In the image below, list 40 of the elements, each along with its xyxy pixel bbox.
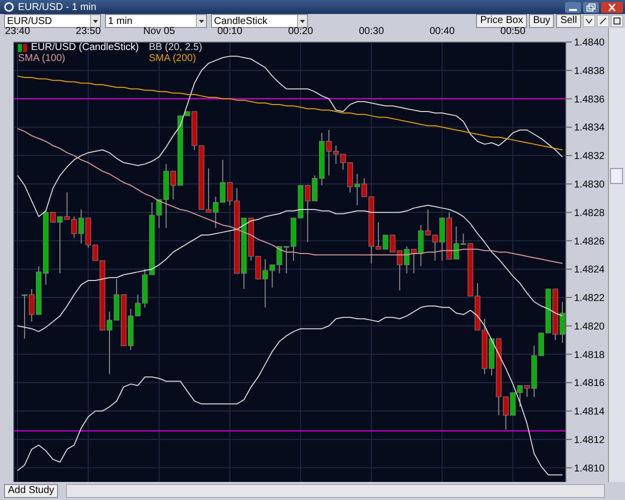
x-tick-label: 00:40 xyxy=(430,26,456,37)
y-tick-label: 1.4832 xyxy=(574,151,606,162)
y-tick-label: 1.4826 xyxy=(574,236,606,248)
text: CandleStick xyxy=(213,16,268,26)
y-tick-label: 1.4840 xyxy=(574,38,606,49)
x-tick-label: 00:10 xyxy=(217,26,243,37)
text: SMA (100) xyxy=(18,53,66,64)
y-tick-label: 1.4814 xyxy=(574,406,606,418)
legend-label: EUR/USD (CandleStick) xyxy=(31,42,139,53)
y-tick-label: 1.4812 xyxy=(574,434,606,446)
text: 1 min xyxy=(107,16,134,26)
series-label: BB (20, 2.5) xyxy=(148,42,202,53)
line-series xyxy=(17,76,563,150)
text: EUR/USD xyxy=(6,16,54,26)
line-series xyxy=(17,128,563,264)
y-tick-label: 1.4822 xyxy=(574,293,606,304)
x-tick-label: 00:20 xyxy=(288,26,314,37)
x-tick-label: 23:50 xyxy=(76,26,102,37)
x-tick-label: 23:40 xyxy=(5,26,30,37)
y-tick-label: 1.4838 xyxy=(574,66,606,77)
text: Sell xyxy=(556,14,581,28)
y-tick-label: 1.4828 xyxy=(574,208,606,219)
y-tick-label: 1.4834 xyxy=(574,122,606,134)
chart-title: EUR/USD - 1 min xyxy=(18,2,96,12)
y-tick-label: 1.4810 xyxy=(574,463,606,474)
x-tick-label: 00:30 xyxy=(358,26,384,37)
text: Buy xyxy=(529,14,554,28)
x-tick-label: 00:50 xyxy=(500,26,526,37)
line-series xyxy=(17,56,563,218)
x-tick-label: Nov 05 xyxy=(143,26,176,37)
y-tick-label: 1.4820 xyxy=(574,321,606,332)
text: Add Study xyxy=(4,484,58,498)
y-tick-label: 1.4816 xyxy=(574,378,606,390)
line-series xyxy=(17,306,563,476)
y-tick-label: 1.4836 xyxy=(574,94,606,106)
y-tick-label: 1.4830 xyxy=(574,179,606,190)
y-tick-label: 1.4824 xyxy=(574,264,606,276)
text: Price Box xyxy=(476,14,528,28)
text: SMA (200) xyxy=(148,53,196,64)
y-tick-label: 1.4818 xyxy=(574,350,606,361)
